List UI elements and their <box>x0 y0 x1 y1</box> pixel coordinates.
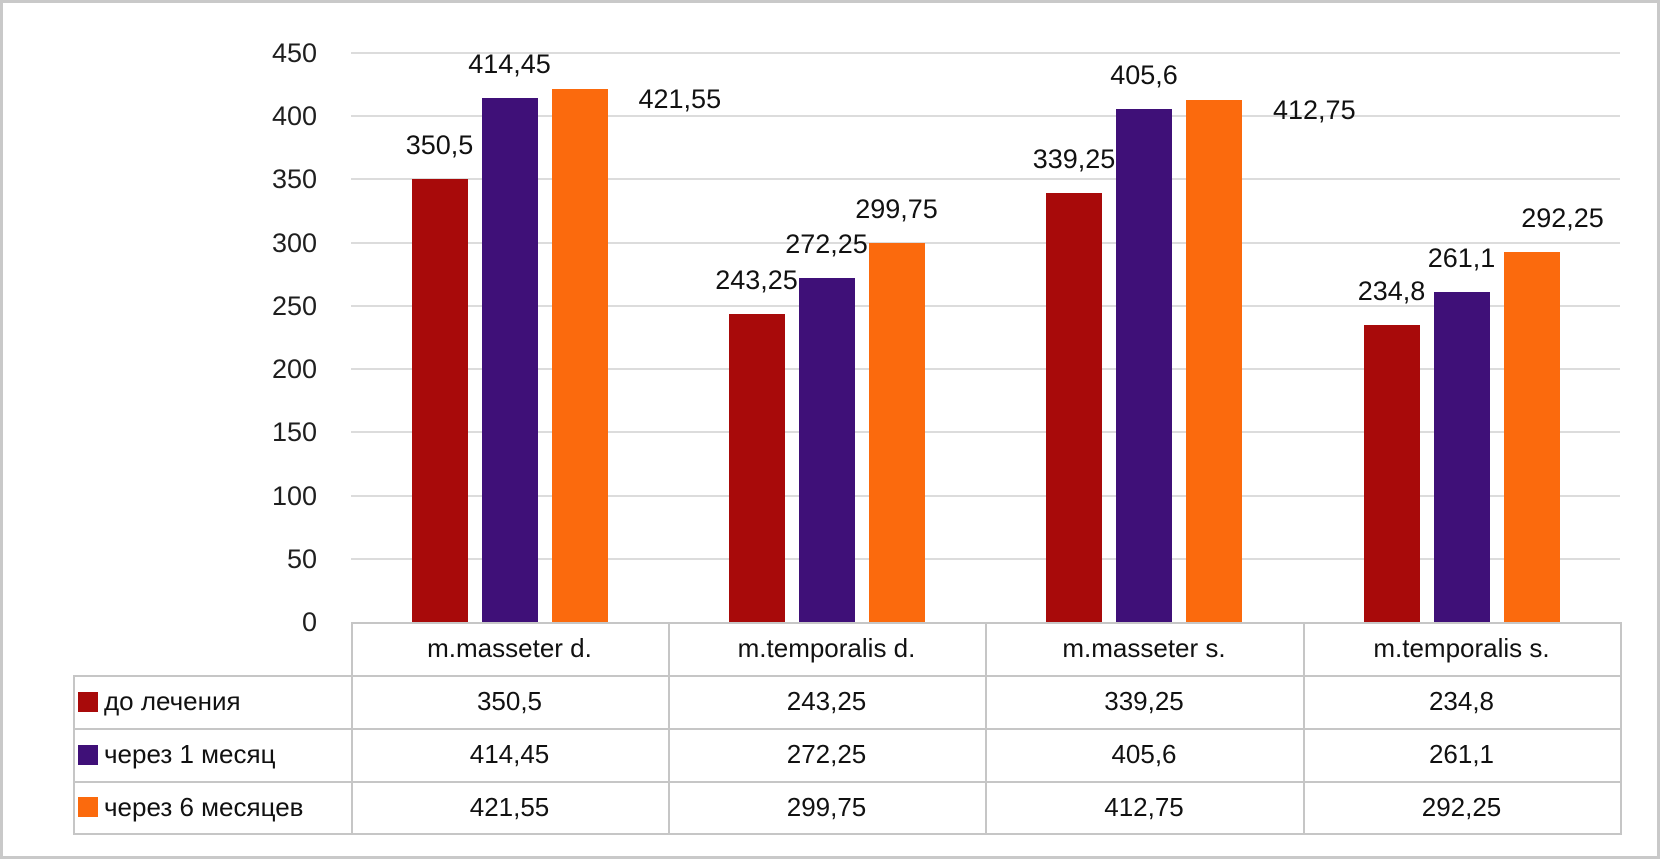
y-axis-tick-label: 450 <box>271 38 317 68</box>
table-border-line <box>985 622 987 675</box>
gridlines-layer <box>3 3 1657 653</box>
table-value-cell: 234,8 <box>1428 686 1495 716</box>
gridline <box>351 494 1620 497</box>
bar-month1-3 <box>1116 109 1172 622</box>
table-border-line <box>73 728 1622 730</box>
table-border-line <box>73 675 1622 677</box>
bar-month6-1 <box>551 88 608 622</box>
table-value-cell: 261,1 <box>1428 739 1495 769</box>
bar-month1-2 <box>798 277 855 622</box>
table-border-line <box>351 675 353 833</box>
table-border-line <box>73 675 75 833</box>
value-labels-layer: 350,5 243,25 339,25 234,8 414,45 272,25 405,6 2… <box>3 3 1657 653</box>
y-axis-tick-label: 300 <box>271 227 317 258</box>
legend-swatch <box>78 744 98 765</box>
gridline <box>351 241 1620 244</box>
gridline <box>351 557 1620 560</box>
bars-layer <box>3 3 1657 653</box>
legend-row-2: через 1 месяц <box>73 728 351 781</box>
value-label: 412,75 <box>1273 95 1356 126</box>
gridline <box>351 431 1620 434</box>
table-border-line <box>1620 622 1622 675</box>
value-label: 421,55 <box>638 83 722 114</box>
table-value-cell: 243,25 <box>786 686 867 716</box>
table-border-line <box>985 675 987 833</box>
table-value-cell: 299,75 <box>786 791 867 822</box>
y-axis: 0 50 100 150 200 250 300 350 400 450 <box>3 3 323 653</box>
bar-before-1 <box>411 178 468 622</box>
bar-month6-2 <box>868 242 925 622</box>
value-label: 243,25 <box>715 265 798 296</box>
value-label: 405,6 <box>1110 60 1178 91</box>
bar-before-4 <box>1363 325 1420 622</box>
category-header-cell: m.temporalis d. <box>737 633 916 663</box>
table-value-cell: 350,5 <box>476 686 543 716</box>
table-value-cell: 272,25 <box>786 739 867 769</box>
bar-month1-4 <box>1433 291 1490 622</box>
gridline <box>351 52 1620 54</box>
category-header-cell: m.masseter d. <box>427 633 592 663</box>
gridline <box>351 368 1620 371</box>
value-label: 272,25 <box>785 228 868 259</box>
bar-month6-4 <box>1503 252 1560 622</box>
value-label: 414,45 <box>468 48 551 79</box>
legend-label: через 1 месяц <box>104 739 276 769</box>
bar-month6-3 <box>1186 100 1242 622</box>
gridline <box>351 178 1620 181</box>
bar-month1-1 <box>481 97 538 622</box>
table-value-cell: 339,25 <box>1104 686 1184 716</box>
category-header-cell: m.temporalis s. <box>1373 633 1550 663</box>
y-axis-tick-label: 200 <box>271 354 317 385</box>
value-label: 292,25 <box>1521 203 1604 234</box>
table-value-cell: 412,75 <box>1104 791 1184 822</box>
category-header-cell: m.masseter s. <box>1062 633 1226 663</box>
legend-swatch <box>78 797 98 817</box>
table-border-line <box>73 833 1622 835</box>
y-axis-tick-label: 0 <box>301 607 317 637</box>
y-axis-tick-label: 250 <box>271 290 317 321</box>
value-label: 234,8 <box>1357 276 1426 307</box>
y-axis-tick-label: 50 <box>286 543 317 574</box>
y-axis-tick-label: 100 <box>271 480 317 511</box>
legend-swatch <box>78 691 98 712</box>
data-table: m.masseter d. m.temporalis d. m.masseter s… <box>3 603 1657 856</box>
table-value-cell: 421,55 <box>469 791 550 822</box>
table-value-cell: 292,25 <box>1421 791 1502 822</box>
y-axis-tick-label: 350 <box>271 164 317 195</box>
table-border-line <box>668 622 670 675</box>
table-border-line <box>351 622 353 675</box>
gridline <box>351 304 1620 307</box>
gridline <box>351 115 1620 118</box>
y-axis-tick-label: 400 <box>271 101 317 132</box>
value-label: 299,75 <box>855 193 938 224</box>
bar-before-2 <box>728 314 785 622</box>
value-label: 350,5 <box>405 129 474 160</box>
legend-row-1: до лечения <box>73 675 351 728</box>
value-label: 339,25 <box>1032 144 1116 175</box>
legend-label: до лечения <box>104 686 241 716</box>
y-axis-tick-label: 150 <box>271 417 317 448</box>
table-value-cell: 414,45 <box>469 739 550 769</box>
table-border-line <box>1303 675 1305 833</box>
value-label: 261,1 <box>1427 242 1496 273</box>
table-border-line <box>668 675 670 833</box>
legend-row-3: через 6 месяцев <box>73 781 351 833</box>
table-border-line <box>73 781 1622 783</box>
table-border-line <box>1620 675 1622 833</box>
legend-label: через 6 месяцев <box>104 791 304 822</box>
table-border-line <box>1303 622 1305 675</box>
bar-before-3 <box>1046 193 1102 622</box>
table-value-cell: 405,6 <box>1111 739 1177 769</box>
